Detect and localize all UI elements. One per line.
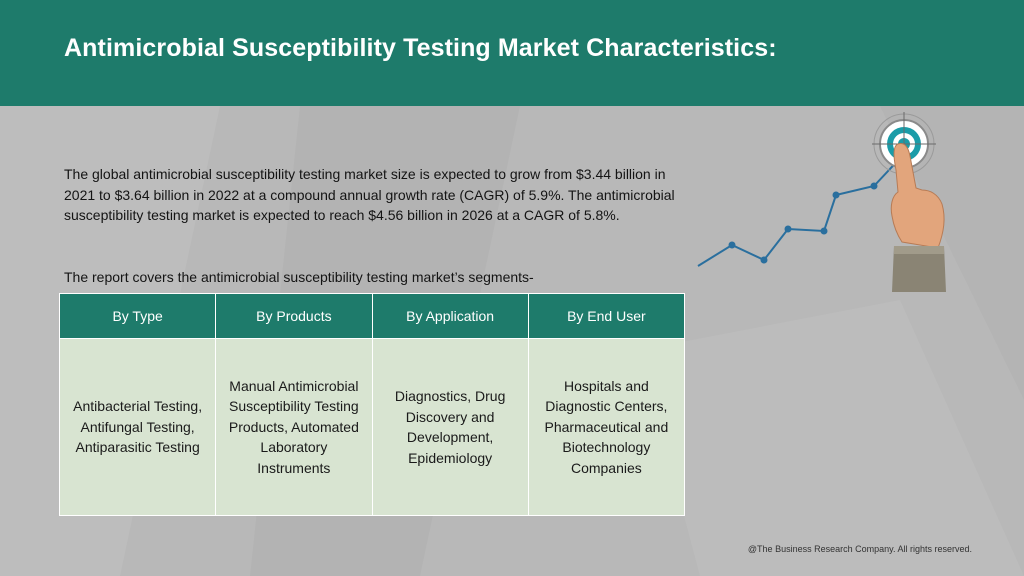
growth-line-icon — [697, 153, 905, 267]
copyright-footer: @The Business Research Company. All righ… — [747, 544, 972, 554]
header-by-products: By Products — [256, 308, 332, 324]
header-by-application: By Application — [406, 308, 495, 324]
table-header-row: By Type By Products By Application By En… — [58, 293, 686, 339]
market-summary-paragraph: The global antimicrobial susceptibility … — [64, 166, 675, 223]
pointing-hand-icon — [890, 143, 946, 292]
cell-application-content: Diagnostics, Drug Discovery and Developm… — [394, 388, 506, 466]
table-header-cell: By Type — [58, 293, 217, 339]
table-header-cell: By Products — [215, 293, 373, 339]
cell-products-content: Manual Antimicrobial Susceptibility Test… — [228, 377, 359, 476]
table-cell: Antibacterial Testing, Antifungal Testin… — [58, 338, 217, 516]
table-header-cell: By Application — [371, 293, 529, 339]
table-cell: Diagnostics, Drug Discovery and Developm… — [371, 338, 529, 516]
growth-target-hand-illustration — [697, 112, 946, 292]
page-title: Antimicrobial Susceptibility Testing Mar… — [64, 34, 777, 62]
header-bar: Antimicrobial Susceptibility Testing Mar… — [0, 0, 1024, 106]
table-header-cell: By End User — [527, 293, 686, 339]
table-cell: Manual Antimicrobial Susceptibility Test… — [215, 338, 373, 516]
cell-end-user-content: Hospitals and Diagnostic Centers, Pharma… — [544, 377, 669, 476]
header-by-end-user: By End User — [567, 308, 646, 324]
header-by-type: By Type — [112, 308, 163, 324]
segments-table: By Type By Products By Application By En… — [58, 293, 686, 516]
cell-type-content: Antibacterial Testing, Antifungal Testin… — [73, 398, 203, 456]
segments-intro: The report covers the antimicrobial susc… — [64, 269, 534, 285]
table-row: Antibacterial Testing, Antifungal Testin… — [58, 338, 686, 516]
table-cell: Hospitals and Diagnostic Centers, Pharma… — [527, 338, 686, 516]
